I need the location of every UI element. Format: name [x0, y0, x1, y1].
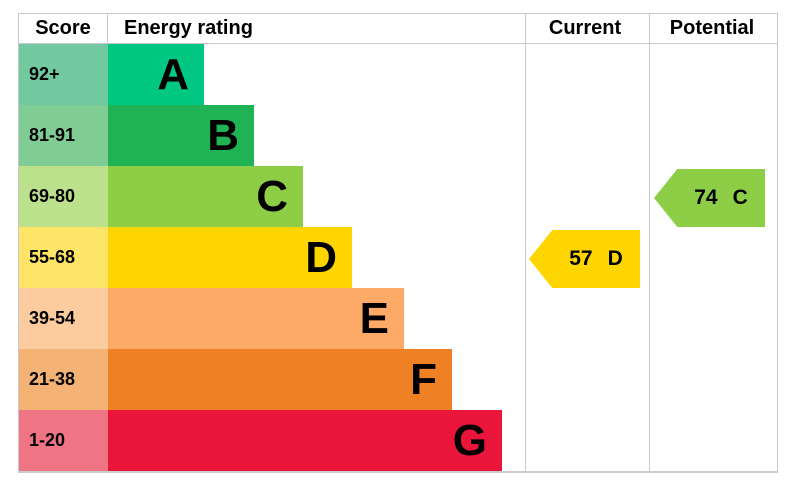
score-range-cell: 69-80: [19, 166, 108, 227]
band-row: 21-38 F: [19, 349, 777, 410]
header-potential: Potential: [669, 17, 755, 39]
band-bar: D: [108, 227, 352, 288]
band-row: 92+ A: [19, 44, 777, 105]
band-bar: F: [108, 349, 452, 410]
header-current: Current: [548, 17, 622, 39]
band-bar-area: G: [108, 410, 777, 471]
band-row: 1-20 G: [19, 410, 777, 471]
band-row: 81-91 B: [19, 105, 777, 166]
potential-rating-value: 74: [694, 186, 718, 209]
header-row: Score Energy rating Current Potential: [19, 14, 777, 44]
band-rows: 92+ A 81-91 B 69-80 C 55-68 D 39-54 E 21…: [19, 44, 777, 471]
score-range-cell: 21-38: [19, 349, 108, 410]
potential-column-divider: [649, 14, 650, 471]
score-range-cell: 55-68: [19, 227, 108, 288]
band-row: 39-54 E: [19, 288, 777, 349]
band-bar: G: [108, 410, 502, 471]
band-bar-area: B: [108, 105, 777, 166]
score-range-cell: 92+: [19, 44, 108, 105]
potential-rating-arrow: 74 C: [654, 169, 765, 227]
header-score: Score: [19, 14, 108, 43]
band-bar: E: [108, 288, 404, 349]
band-bar: A: [108, 44, 204, 105]
current-rating-arrow: 57 D: [529, 230, 640, 288]
band-bar-area: A: [108, 44, 777, 105]
epc-rating-chart: Score Energy rating Current Potential 92…: [18, 13, 778, 473]
band-bar-area: F: [108, 349, 777, 410]
current-rating-value: 57: [569, 247, 593, 270]
band-bar: C: [108, 166, 303, 227]
band-bar-area: E: [108, 288, 777, 349]
band-row: 55-68 D: [19, 227, 777, 288]
score-range-cell: 39-54: [19, 288, 108, 349]
band-row: 69-80 C: [19, 166, 777, 227]
band-bar: B: [108, 105, 254, 166]
current-column-divider: [525, 14, 526, 471]
band-bar-area: C: [108, 166, 777, 227]
score-range-cell: 1-20: [19, 410, 108, 471]
band-bar-area: D: [108, 227, 777, 288]
current-rating-letter: D: [607, 247, 623, 270]
score-range-cell: 81-91: [19, 105, 108, 166]
potential-rating-letter: C: [732, 186, 748, 209]
header-energy-rating: Energy rating: [124, 17, 253, 39]
